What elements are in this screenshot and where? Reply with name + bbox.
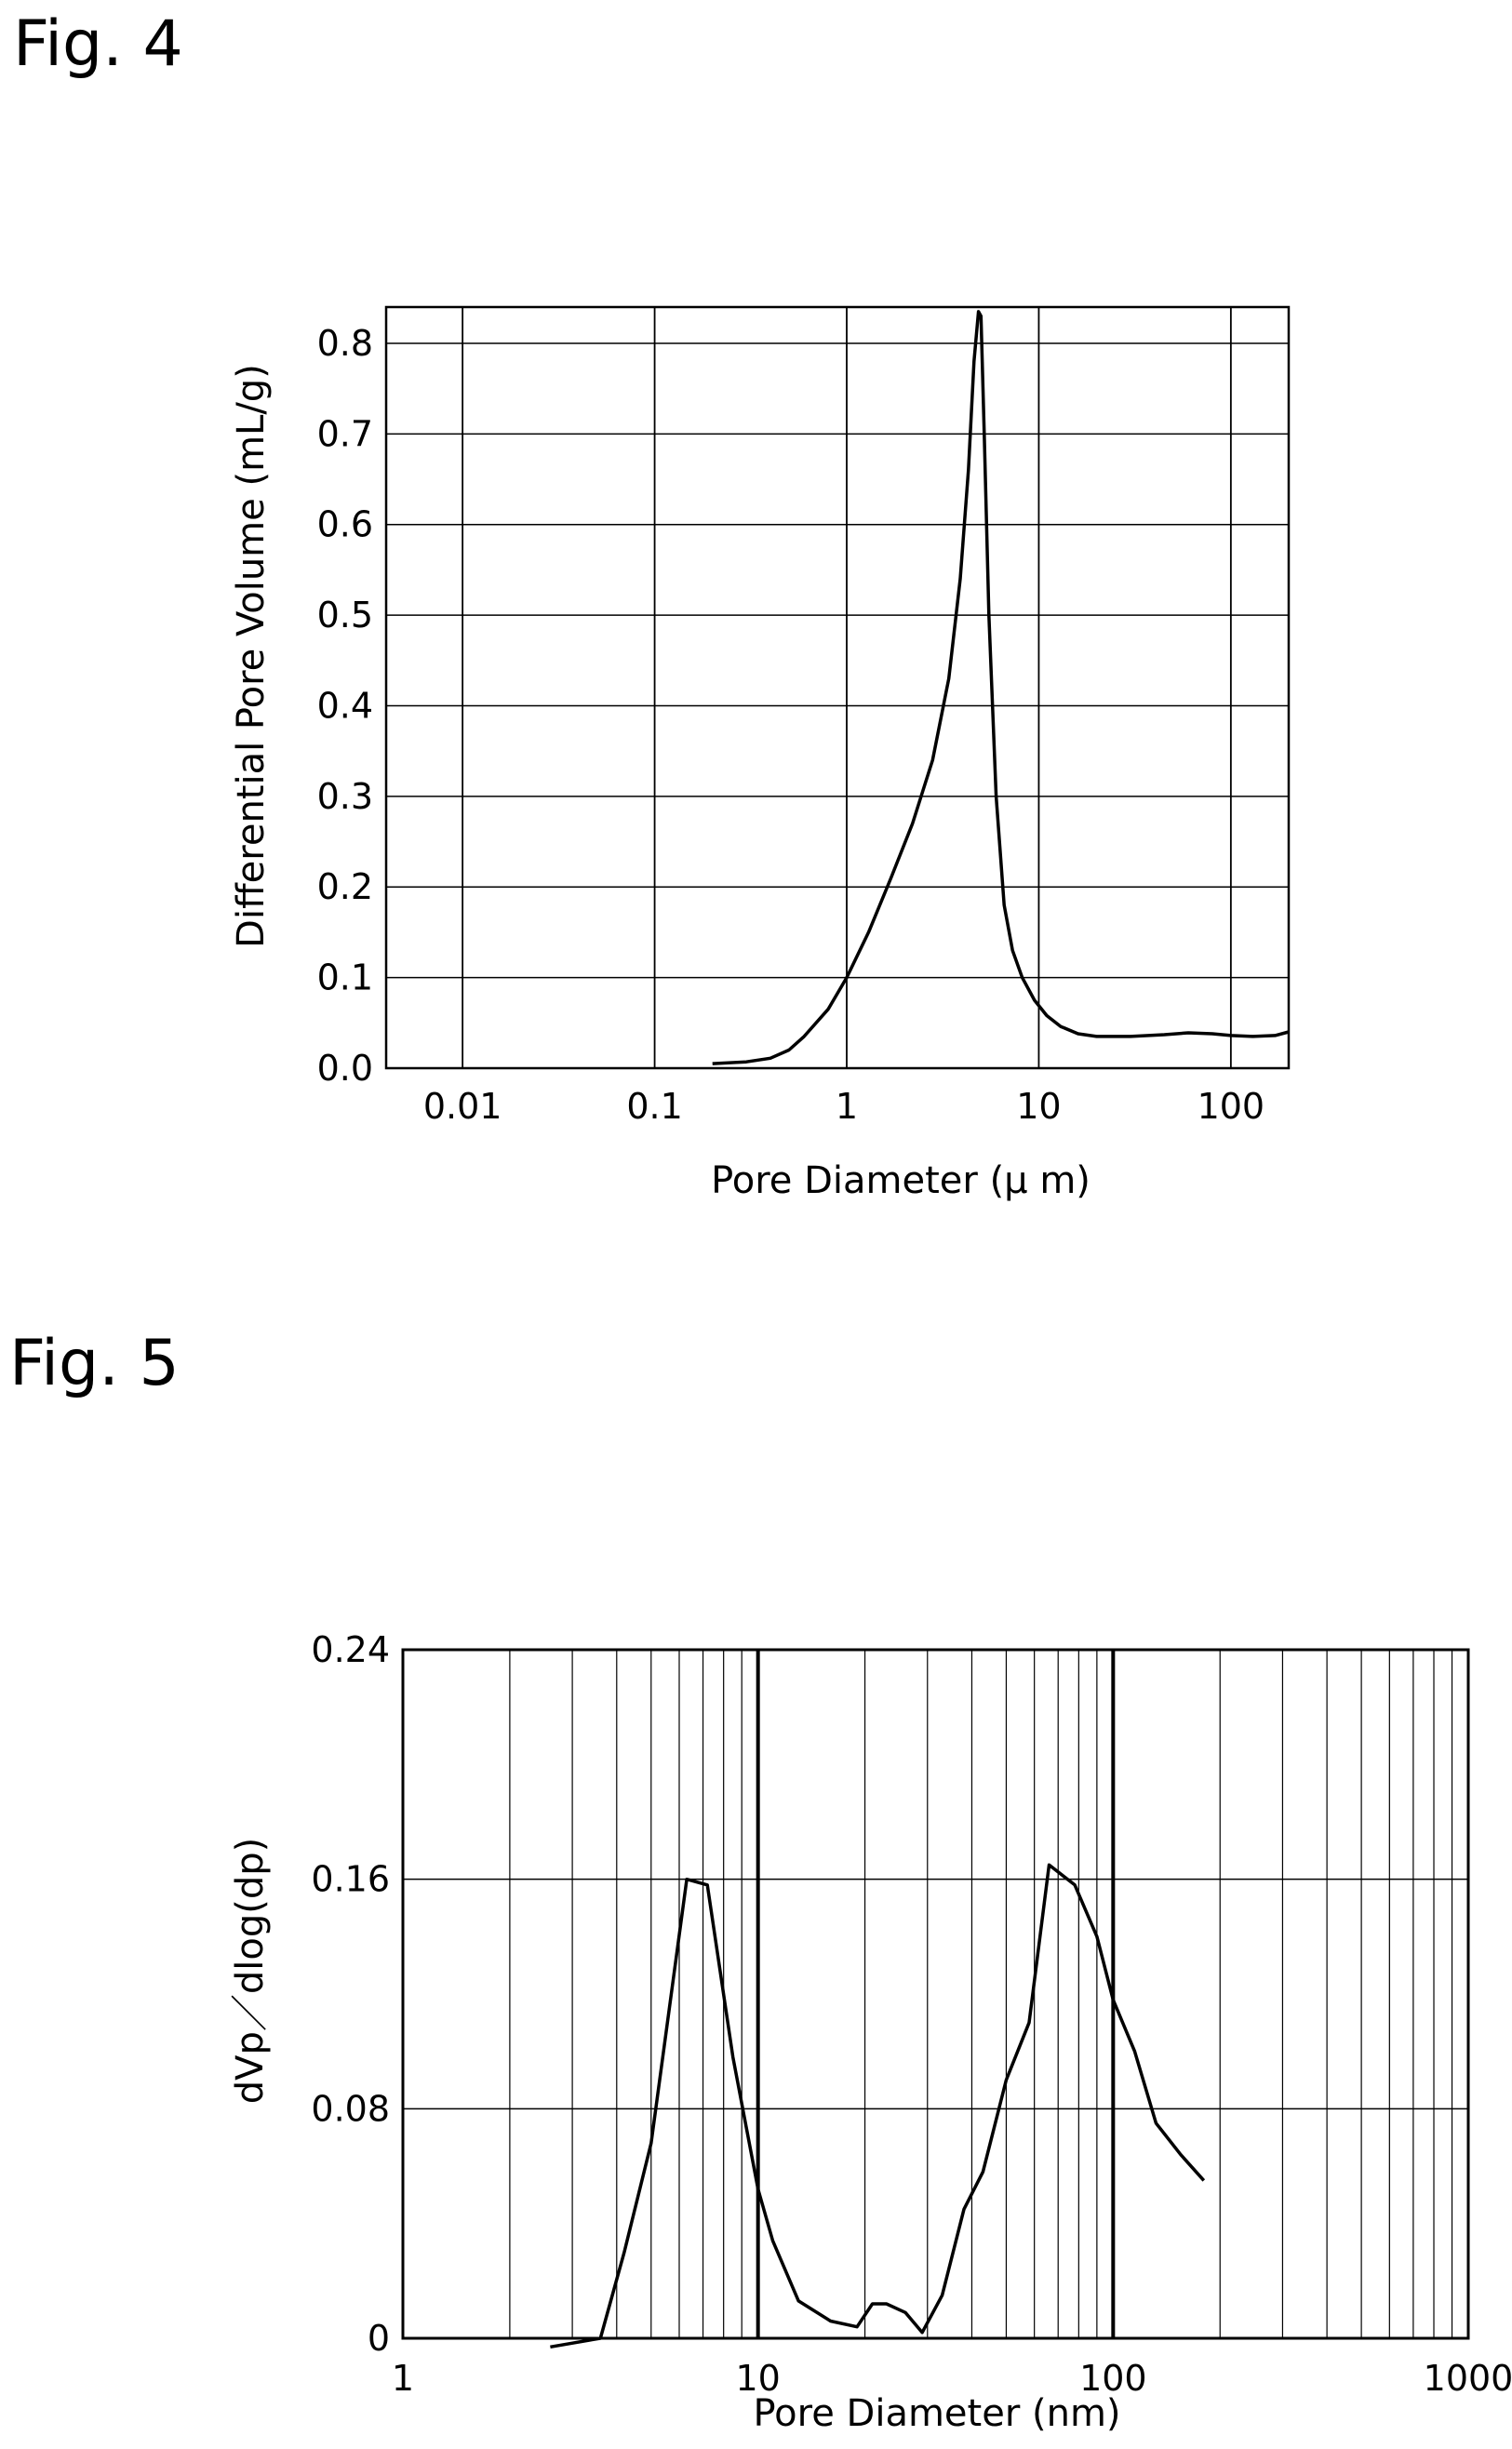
x-tick-label: 10 [735, 2358, 780, 2399]
x-tick-label: 1000 [1424, 2358, 1512, 2399]
figure-4-label: Fig. 4 [13, 7, 183, 81]
y-tick-label: 0.7 [317, 413, 373, 454]
chart-fig4: 0.0 0.1 0.2 0.3 0.4 0.5 0.6 0.7 0.8 0.01 0.1 1 10 10… [230, 305, 1291, 1202]
chart-fig5-y-axis-label: dVp／dlog(dp) [229, 1838, 272, 2105]
y-tick-label: 0.08 [311, 2088, 390, 2129]
y-tick-label: 0 [368, 2318, 390, 2359]
x-tick-label: 10 [1016, 1086, 1061, 1127]
series-line [712, 310, 1290, 1065]
chart-fig4-y-axis-label: Differential Pore Volume (mL/g) [230, 364, 273, 948]
chart-fig5-grid [403, 1650, 1468, 2338]
chart-fig4-series [712, 310, 1290, 1065]
chart-fig5-series [550, 1863, 1206, 2349]
y-tick-label: 0.6 [317, 504, 373, 545]
figure-5-label: Fig. 5 [9, 1327, 180, 1400]
chart-fig5-frame [401, 1648, 1470, 2340]
y-tick-label: 0.16 [311, 1859, 390, 1900]
x-tick-label: 100 [1198, 1086, 1265, 1127]
y-tick-label: 0.2 [317, 866, 373, 907]
chart-fig4-grid [386, 307, 1289, 1068]
chart-fig5-x-tick-labels: 1 10 100 1000 [392, 2358, 1512, 2399]
x-tick-label: 100 [1079, 2358, 1147, 2399]
y-tick-label: 0.24 [311, 1629, 390, 1670]
y-tick-label: 0.3 [317, 776, 373, 817]
x-tick-label: 1 [836, 1086, 858, 1127]
series-line [550, 1863, 1206, 2349]
y-tick-label: 0.4 [317, 685, 373, 726]
chart-fig4-frame [384, 305, 1291, 1070]
y-tick-label: 0.5 [317, 595, 373, 636]
x-tick-label: 0.01 [423, 1086, 502, 1127]
y-tick-label: 0.0 [317, 1048, 373, 1089]
chart-fig4-x-axis-label: Pore Diameter (μ m) [711, 1159, 1091, 1202]
x-tick-label: 1 [392, 2358, 414, 2399]
chart-fig5-y-tick-labels: 0 0.08 0.16 0.24 [311, 1629, 390, 2359]
y-tick-label: 0.1 [317, 957, 373, 998]
chart-fig4-y-tick-labels: 0.0 0.1 0.2 0.3 0.4 0.5 0.6 0.7 0.8 [317, 323, 373, 1089]
x-tick-label: 0.1 [626, 1086, 682, 1127]
y-tick-label: 0.8 [317, 323, 373, 364]
chart-fig4-x-tick-labels: 0.01 0.1 1 10 100 [423, 1086, 1264, 1127]
chart-fig5-x-axis-label: Pore Diameter (nm) [753, 2392, 1120, 2435]
